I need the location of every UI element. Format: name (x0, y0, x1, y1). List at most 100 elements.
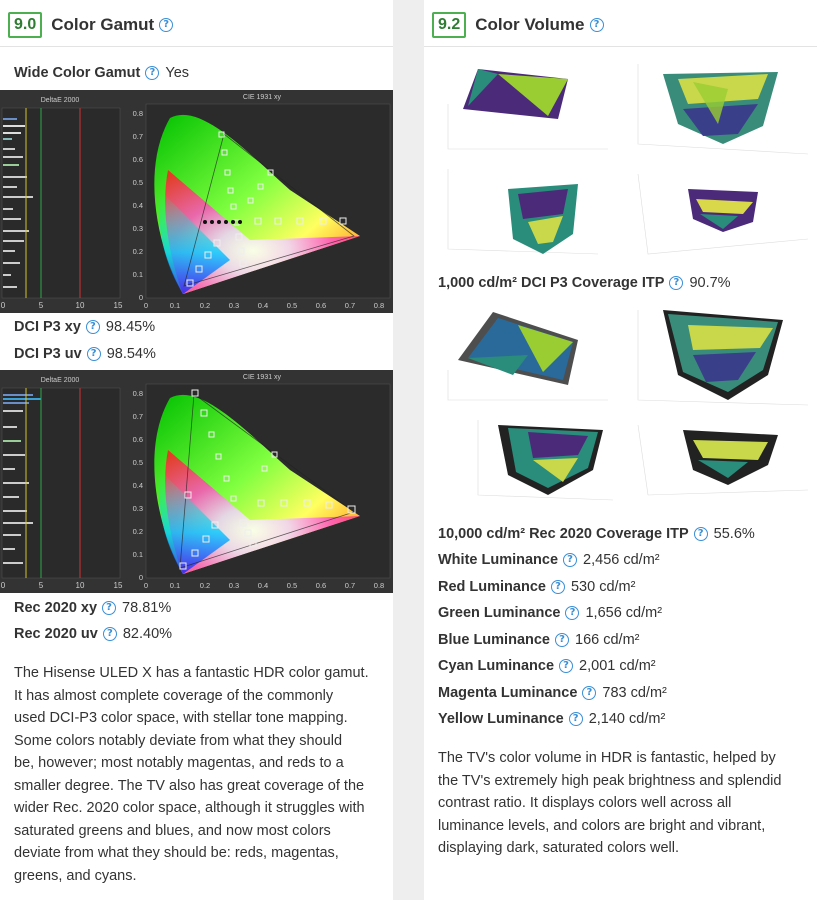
help-icon[interactable]: ? (589, 18, 604, 32)
deltae-title: DeltaE 2000 (41, 377, 80, 384)
help-icon[interactable]: ? (582, 686, 597, 700)
wide-color-gamut-row: Wide Color Gamut ? Yes (14, 65, 189, 81)
help-icon[interactable]: ? (669, 276, 684, 290)
luminance-value: 783 cd/m² (602, 685, 667, 701)
cie-x-tick: 0.8 (374, 581, 384, 590)
cie-y-tick: 0.1 (133, 550, 143, 559)
cie-y-tick: 0.8 (133, 389, 143, 398)
help-icon[interactable]: ? (86, 347, 101, 361)
help-icon[interactable]: ? (555, 633, 569, 647)
rec2020-gamut-chart: DeltaE 2000 (0, 370, 393, 593)
color-volume-header: 9.2 Color Volume ? (432, 10, 604, 40)
help-icon[interactable]: ? (145, 66, 160, 80)
cie-y-tick: 0.7 (133, 412, 143, 421)
cie-title: CIE 1931 xy (243, 94, 282, 101)
dci-itp-label: 1,000 cd/m² DCI P3 Coverage ITP (438, 275, 665, 291)
cie-y-tick: 0.7 (133, 132, 143, 141)
deltae-tick: 10 (76, 301, 85, 310)
paragraph-line: wider Rec. 2020 color space, although it… (14, 800, 365, 816)
luminance-value: 530 cd/m² (570, 579, 636, 595)
cie-y-tick: 0 (139, 293, 143, 302)
help-icon[interactable]: ? (85, 320, 100, 334)
luminance-label: Magenta Luminance (438, 685, 578, 701)
rec-itp-label: 10,000 cd/m² Rec 2020 Coverage ITP (438, 526, 689, 542)
paragraph-line: luminance levels, and colors are bright … (438, 817, 766, 834)
deltae-bars (3, 394, 41, 564)
rec2020-xy-row: Rec 2020 xy ? 78.81% (14, 600, 171, 616)
luminance-label: Yellow Luminance (438, 711, 564, 727)
luminance-label: Red Luminance (438, 579, 546, 595)
dci-p3-xy-label: DCI P3 xy (14, 319, 81, 335)
cie-x-tick: 0 (144, 581, 148, 590)
paragraph-line: Some colors notably deviate from what th… (14, 732, 343, 749)
dci-itp-value: 90.7% (689, 275, 731, 291)
rec2020-xy-value: 78.81% (122, 600, 172, 616)
luminance-row-cyan: Cyan Luminance ? 2,001 cd/m² (438, 658, 656, 674)
paragraph-line: the TV's extremely high peak brightness … (438, 772, 782, 789)
paragraph-line: used DCI-P3 color space, with stellar to… (14, 710, 348, 726)
luminance-row-magenta: Magenta Luminance ? 783 cd/m² (438, 685, 667, 701)
luminance-label: Blue Luminance (438, 632, 550, 648)
rec-itp-row: 10,000 cd/m² Rec 2020 Coverage ITP ? 55.… (438, 526, 755, 542)
cie-x-tick: 0.4 (258, 301, 268, 310)
help-icon[interactable]: ? (568, 712, 583, 726)
deltae-tick: 5 (39, 301, 44, 310)
help-icon[interactable]: ? (550, 580, 565, 594)
deltae-tick: 15 (114, 301, 123, 310)
cie-y-tick: 0.3 (133, 504, 143, 513)
divider (0, 46, 393, 47)
cie-y-tick: 0.1 (133, 270, 143, 279)
cie-x-tick: 0.7 (345, 301, 355, 310)
cie-x-tick: 0.2 (200, 581, 210, 590)
deltae-tick: 0 (1, 581, 6, 590)
deltae-bars (3, 118, 33, 288)
help-icon[interactable]: ? (565, 606, 580, 620)
cie-y-tick: 0.3 (133, 224, 143, 233)
paragraph-line: deviate from what they should be: reds, … (14, 845, 339, 861)
luminance-row-blue: Blue Luminance ? 166 cd/m² (438, 632, 639, 648)
cie-y-tick: 0.8 (133, 109, 143, 118)
help-icon[interactable]: ? (159, 18, 174, 32)
cie-x-tick: 0.5 (287, 581, 297, 590)
paragraph-line: saturated greens and blues, and now most… (14, 822, 331, 839)
dci-p3-volume-plots (438, 54, 817, 264)
rec-itp-value: 55.6% (713, 526, 755, 542)
help-icon[interactable]: ? (693, 527, 708, 541)
cie-x-tick: 0.4 (258, 581, 268, 590)
cie-y-tick: 0.5 (133, 178, 143, 187)
luminance-value: 2,001 cd/m² (579, 658, 656, 674)
paragraph-line: contrast ratio. It displays colors well … (438, 795, 732, 811)
cie-x-tick: 0.6 (316, 301, 326, 310)
cie-y-tick: 0.6 (133, 435, 143, 444)
deltae-tick: 15 (114, 581, 123, 590)
luminance-value: 2,456 cd/m² (583, 552, 660, 568)
dci-p3-uv-value: 98.54% (106, 346, 156, 362)
divider (424, 46, 817, 47)
rec2020-volume-plots (438, 300, 817, 510)
wide-color-gamut-label: Wide Color Gamut (14, 65, 141, 81)
help-icon[interactable]: ? (102, 601, 117, 615)
dci-p3-uv-label: DCI P3 uv (14, 346, 82, 362)
cie-x-tick: 0.5 (287, 301, 297, 310)
help-icon[interactable]: ? (102, 627, 117, 641)
help-icon[interactable]: ? (563, 553, 578, 567)
cie-y-tick: 0.6 (133, 155, 143, 164)
cie-title: CIE 1931 xy (243, 374, 282, 381)
luminance-label: White Luminance (438, 552, 559, 568)
color-gamut-score: 9.0 (8, 12, 43, 38)
rec2020-uv-value: 82.40% (122, 626, 173, 642)
help-icon[interactable]: ? (559, 659, 574, 673)
cie-x-tick: 0.8 (374, 301, 384, 310)
paragraph-line: be, however; most notably magentas, and … (14, 755, 344, 771)
luminance-value: 2,140 cd/m² (588, 711, 666, 727)
cie-y-tick: 0.2 (133, 247, 143, 256)
paragraph-line: The Hisense ULED X has a fantastic HDR c… (14, 665, 369, 681)
deltae-title: DeltaE 2000 (41, 97, 80, 104)
deltae-tick: 0 (1, 301, 6, 310)
cie-y-tick: 0 (139, 573, 143, 582)
paragraph-line: greens, and cyans. (14, 867, 137, 884)
paragraph-line: smaller degree. The TV also has great co… (14, 777, 365, 794)
rec2020-xy-label: Rec 2020 xy (14, 600, 98, 616)
color-volume-score: 9.2 (432, 12, 467, 38)
cie-x-tick: 0.2 (200, 301, 210, 310)
